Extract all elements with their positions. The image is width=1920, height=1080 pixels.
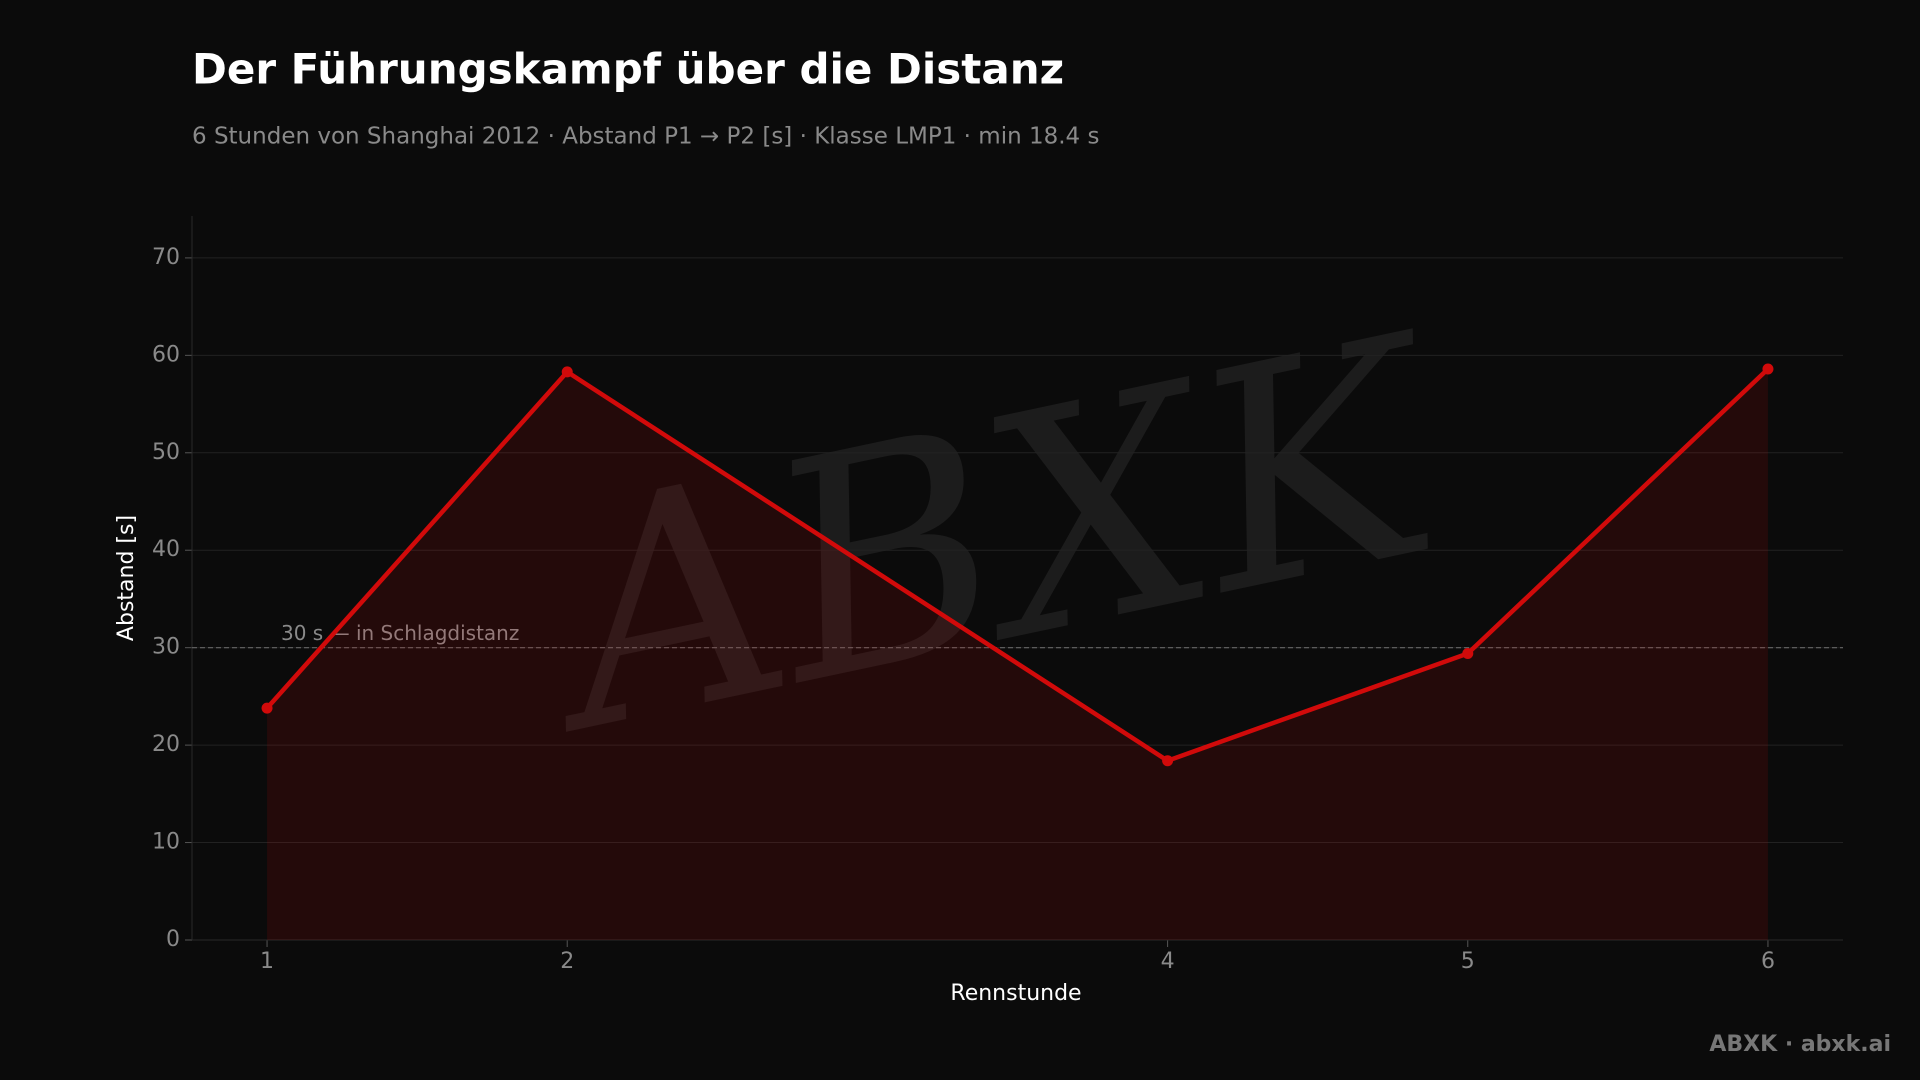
y-tick-label: 10 [152,830,180,855]
chart-title: Der Führungskampf über die Distanz [192,45,1064,94]
footer: ABXK · abxk.ai [1709,1032,1891,1057]
y-tick-label: 0 [166,927,180,952]
y-tick-label: 60 [152,342,180,367]
y-tick-label: 40 [152,537,180,562]
y-tick-label: 70 [152,245,180,270]
x-tick-label: 2 [560,949,574,974]
point [261,702,273,714]
point [1762,363,1774,375]
point [561,366,573,378]
y-tick-label: 50 [152,440,180,465]
point [1162,755,1174,767]
x-tick-label: 4 [1161,949,1175,974]
x-tick-label: 5 [1461,949,1475,974]
x-tick-label: 6 [1761,949,1775,974]
x-axis-label: Rennstunde [950,981,1081,1006]
x-tick-label: 1 [260,949,274,974]
reference-label: 30 s — in Schlagdistanz [281,621,519,645]
y-axis-label: Abstand [s] [114,515,139,641]
point [1462,648,1474,660]
y-tick-label: 30 [152,635,180,660]
area [267,368,1768,940]
chart-subtitle: 6 Stunden von Shanghai 2012 · Abstand P1… [192,124,1099,150]
y-tick-label: 20 [152,732,180,757]
